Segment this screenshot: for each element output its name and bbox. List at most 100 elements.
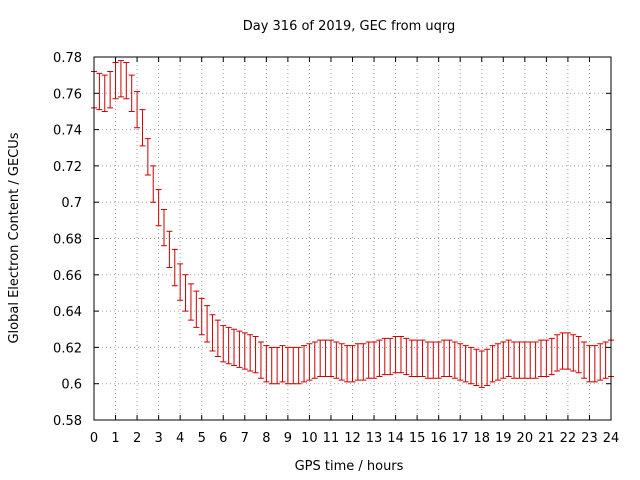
x-tick-label: 18	[473, 431, 490, 446]
data-point-errorbar	[295, 346, 302, 385]
data-point-errorbar	[371, 341, 378, 379]
data-point-errorbar	[494, 343, 501, 381]
data-point-errorbar	[161, 208, 168, 247]
x-tick-label: 3	[154, 431, 162, 446]
data-point-errorbar	[198, 297, 205, 336]
data-point-errorbar	[317, 339, 324, 377]
data-point-errorbar	[602, 341, 609, 379]
x-tick-label: 17	[452, 431, 469, 446]
data-point-errorbar	[204, 305, 211, 343]
data-point-errorbar	[311, 341, 318, 379]
data-point-errorbar	[231, 328, 238, 367]
x-tick-label: 1	[111, 431, 119, 446]
data-point-errorbar	[214, 319, 221, 357]
data-point-errorbar	[365, 341, 372, 379]
x-tick-label: 21	[538, 431, 555, 446]
data-point-errorbar	[446, 339, 453, 377]
data-point-errorbar	[597, 343, 604, 381]
data-point-errorbar	[532, 341, 539, 379]
y-tick-label: 0.76	[53, 87, 82, 102]
x-axis-label: GPS time / hours	[295, 459, 404, 474]
data-point-errorbar	[354, 343, 361, 381]
data-point-errorbar	[381, 337, 388, 376]
data-point-errorbar	[591, 345, 598, 383]
data-point-errorbar	[397, 336, 404, 374]
x-tick-label: 7	[241, 431, 249, 446]
data-point-errorbar	[387, 337, 394, 376]
x-tick-label: 14	[387, 431, 404, 446]
data-point-errorbar	[457, 343, 464, 381]
data-point-errorbar	[333, 341, 340, 379]
chart-title: Day 316 of 2019, GEC from uqrg	[243, 19, 456, 34]
x-tick-label: 16	[430, 431, 447, 446]
data-point-errorbar	[441, 339, 448, 377]
data-point-errorbar	[101, 74, 108, 112]
data-point-errorbar	[516, 341, 523, 379]
y-tick-label: 0.7	[61, 196, 82, 211]
data-point-errorbar	[570, 334, 577, 372]
data-point-errorbar	[408, 339, 415, 377]
x-tick-label: 23	[581, 431, 598, 446]
x-tick-label: 24	[603, 431, 620, 446]
data-point-errorbar	[322, 339, 329, 377]
data-point-errorbar	[301, 345, 308, 383]
y-axis-tick-labels: 0.58 0.6 0.62 0.64 0.66 0.68 0.7 0.72 0.74 0.76 0.…	[53, 51, 82, 429]
x-tick-label: 9	[284, 431, 292, 446]
data-point-errorbar	[349, 345, 356, 383]
data-point-errorbar	[247, 334, 254, 372]
data-point-errorbar	[241, 332, 248, 370]
x-tick-label: 2	[133, 431, 141, 446]
data-point-errorbar	[171, 248, 178, 287]
data-point-errorbar	[263, 345, 270, 383]
data-point-errorbar	[430, 341, 437, 379]
data-point-errorbar	[338, 343, 345, 381]
data-point-errorbar	[236, 330, 243, 368]
data-point-errorbar	[284, 346, 291, 385]
data-point-errorbar	[500, 341, 507, 379]
data-point-errorbar	[96, 72, 103, 111]
data-point-errorbar	[107, 71, 114, 109]
x-tick-label: 5	[198, 431, 206, 446]
data-point-errorbar	[360, 343, 367, 381]
data-point-errorbar	[414, 339, 421, 377]
data-point-errorbar	[478, 350, 485, 388]
data-point-errorbar	[376, 339, 383, 377]
data-point-errorbar	[257, 341, 264, 379]
data-point-errorbar	[548, 337, 555, 376]
data-point-errorbar	[554, 334, 561, 372]
data-point-errorbar	[451, 341, 458, 379]
data-point-errorbar	[209, 314, 216, 352]
y-tick-label: 0.74	[53, 124, 82, 139]
data-point-errorbar	[134, 90, 141, 129]
data-point-errorbar	[435, 341, 442, 379]
data-point-errorbar	[392, 336, 399, 374]
data-point-errorbar	[521, 341, 528, 379]
data-point-errorbar	[182, 274, 189, 312]
data-point-errorbar	[511, 341, 518, 379]
data-point-errorbar	[268, 346, 275, 385]
data-point-errorbar	[128, 74, 135, 112]
data-point-errorbar	[274, 346, 281, 385]
y-tick-label: 0.66	[53, 269, 82, 284]
data-point-errorbar	[144, 138, 151, 176]
y-tick-label: 0.72	[53, 160, 82, 175]
x-tick-label: 0	[90, 431, 98, 446]
data-point-errorbar	[279, 345, 286, 383]
x-tick-label: 13	[366, 431, 383, 446]
data-point-errorbar	[225, 326, 232, 365]
grid	[94, 57, 611, 420]
data-point-errorbar	[462, 345, 469, 383]
x-tick-label: 10	[301, 431, 318, 446]
data-point-errorbar	[419, 339, 426, 377]
data-point-errorbar	[564, 332, 571, 370]
y-axis-label: Global Electron Content / GECUs	[7, 132, 22, 343]
data-point-errorbar	[559, 332, 566, 370]
data-point-errorbar	[505, 339, 512, 377]
data-point-errorbar	[166, 230, 173, 269]
y-tick-label: 0.6	[61, 378, 82, 393]
data-point-errorbar	[424, 341, 431, 379]
data-point-errorbar	[187, 283, 194, 321]
x-tick-label: 19	[495, 431, 512, 446]
data-point-errorbar	[177, 263, 184, 301]
